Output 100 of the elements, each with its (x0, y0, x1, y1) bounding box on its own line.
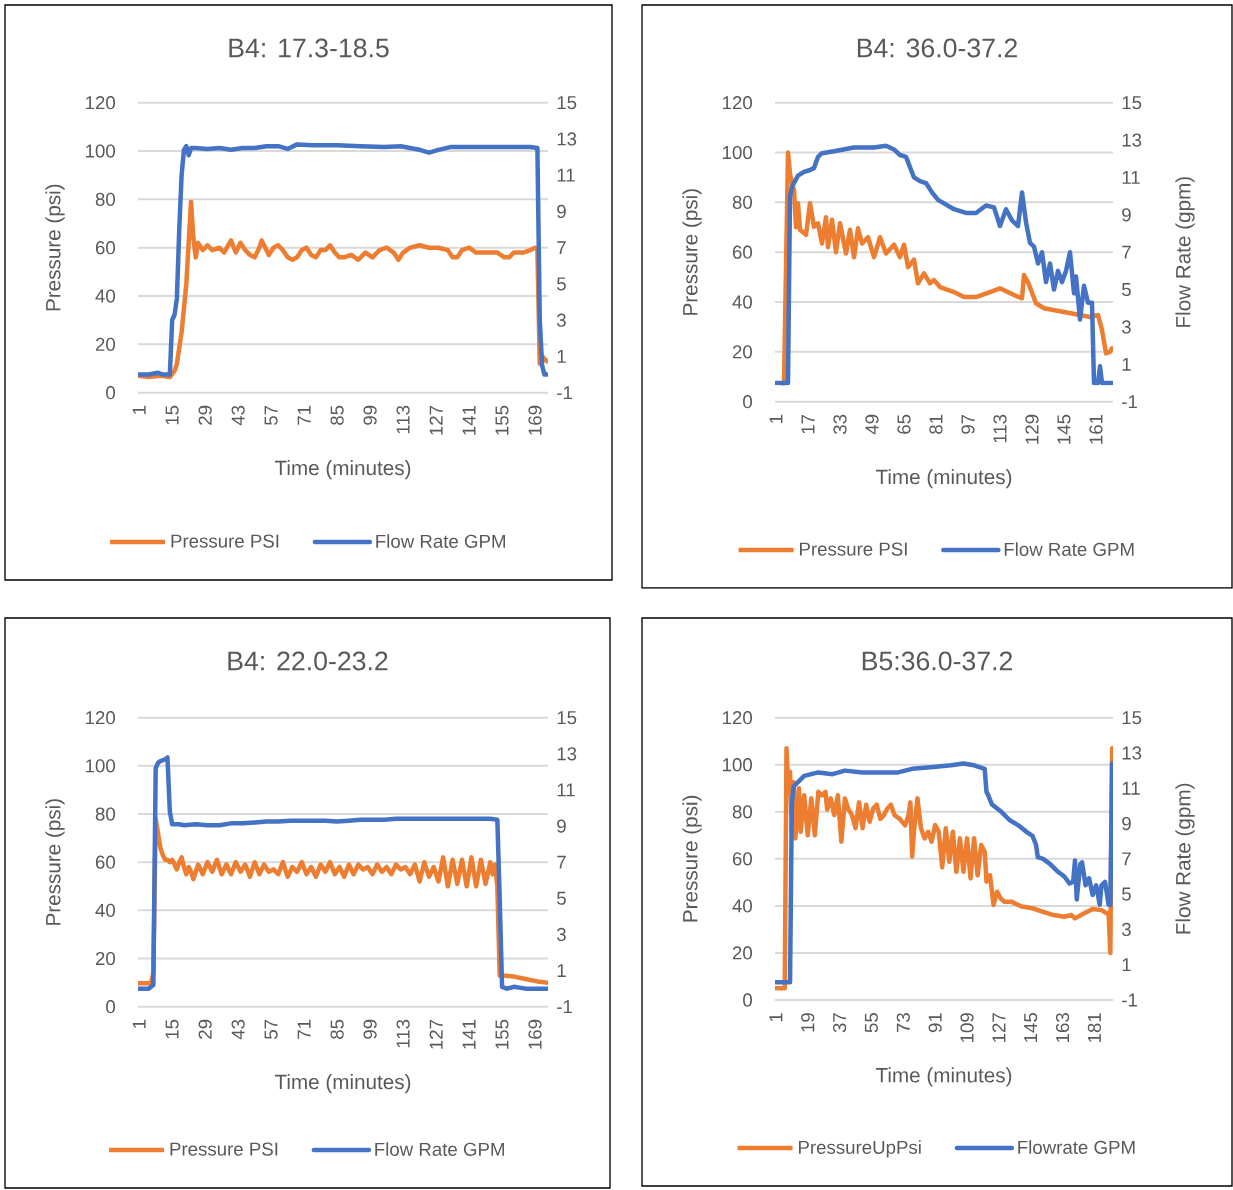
y-tick-label: 40 (732, 295, 753, 309)
y-tick-label: 80 (95, 192, 116, 206)
x-axis-title: Time (minutes) (875, 1067, 1012, 1087)
y2-axis-title: Flow Rate (gpm) (1175, 783, 1195, 934)
x-tick-label: 15 (165, 1019, 179, 1039)
y2-tick-label: 7 (1122, 245, 1131, 259)
x-tick-label: 71 (297, 1019, 311, 1039)
y2-tick-label: 9 (557, 819, 566, 833)
x-tick-label: 37 (832, 1013, 847, 1033)
y2-tick-label: 5 (557, 277, 566, 291)
x-tick-label: 129 (1025, 414, 1039, 444)
x-tick-label: 181 (1087, 1013, 1102, 1042)
y-tick-label: 120 (86, 96, 116, 110)
legend-label: Pressure PSI (800, 542, 907, 556)
y2-tick-label: 1 (557, 964, 566, 977)
y-tick-label: 0 (106, 386, 116, 400)
y-tick-label: 20 (95, 337, 116, 351)
y-tick-label: 0 (106, 1000, 116, 1014)
x-tick-label: 113 (993, 414, 1007, 443)
y-tick-label: 40 (732, 899, 753, 913)
y2-tick-label: 1 (1122, 357, 1131, 371)
x-axis-title: Time (minutes) (875, 469, 1012, 489)
y-axis-title: Pressure (psi) (45, 799, 65, 925)
x-tick-label: 33 (833, 414, 847, 435)
x-tick-label: 43 (231, 1019, 245, 1040)
x-tick-label: 113 (396, 405, 410, 434)
x-tick-label: 57 (264, 1019, 278, 1039)
x-tick-label: 81 (929, 414, 943, 434)
y2-tick-label: 5 (1122, 283, 1131, 297)
x-tick-label: 99 (363, 405, 377, 425)
y-tick-label: 100 (723, 758, 753, 772)
y2-tick-label: 15 (557, 711, 577, 725)
y2-tick-label: 9 (1122, 208, 1131, 222)
y-tick-label: 20 (95, 951, 116, 966)
y-tick-label: 100 (723, 145, 753, 160)
y-tick-label: 120 (86, 711, 116, 725)
x-tick-label: 113 (396, 1019, 410, 1048)
x-tick-label: 17 (801, 414, 815, 434)
x-tick-label: 109 (960, 1013, 974, 1042)
x-tick-label: 169 (528, 405, 542, 435)
y2-tick-label: -1 (1122, 993, 1137, 1007)
y2-tick-label: -1 (1122, 395, 1137, 409)
y2-tick-label: 13 (557, 132, 577, 146)
x-tick-label: 145 (1057, 414, 1071, 444)
legend-label: PressureUpPsi (798, 1140, 921, 1158)
y-tick-label: 0 (743, 993, 753, 1007)
legend-label: Flowrate GPM (1018, 1140, 1135, 1154)
y2-tick-label: 11 (1122, 171, 1140, 184)
legend-label: Flow Rate GPM (376, 534, 505, 548)
y2-tick-label: 1 (557, 350, 566, 363)
y2-tick-label: 3 (556, 313, 566, 327)
chart-title: B5:36.0-37.2 (862, 651, 1012, 671)
y2-tick-label: 7 (1122, 852, 1131, 866)
x-tick-label: 161 (1089, 414, 1103, 444)
y2-tick-label: 5 (557, 891, 566, 905)
x-tick-label: 1 (132, 405, 146, 414)
y-tick-label: 20 (732, 946, 753, 960)
x-tick-label: 99 (363, 1019, 377, 1039)
y2-tick-label: 11 (557, 783, 575, 797)
x-tick-label: 49 (865, 414, 879, 435)
y-tick-label: 80 (732, 195, 753, 209)
x-axis-title: Time (minutes) (274, 460, 411, 480)
y2-tick-label: 11 (557, 168, 575, 182)
y-tick-label: 80 (732, 805, 753, 819)
y-tick-label: 120 (723, 96, 753, 110)
y2-tick-label: 11 (1122, 781, 1140, 795)
y2-tick-label: 9 (1122, 816, 1131, 831)
x-tick-label: 57 (264, 405, 278, 425)
x-tick-label: 141 (462, 405, 476, 435)
y2-tick-label: 13 (1122, 133, 1142, 147)
x-tick-label: 155 (495, 1019, 509, 1049)
chart-title: B4: 17.3-18.5 (229, 38, 389, 58)
y2-tick-label: 15 (1122, 96, 1142, 110)
y2-tick-label: 5 (1122, 887, 1131, 901)
x-tick-label: 65 (897, 414, 911, 434)
chart-title: B4: 22.0-23.2 (228, 651, 388, 671)
x-tick-label: 71 (297, 405, 311, 425)
x-tick-label: 73 (896, 1013, 910, 1033)
legend-label: Pressure PSI (170, 1142, 278, 1156)
x-tick-label: 1 (132, 1019, 146, 1028)
y-tick-label: 0 (743, 395, 753, 409)
y2-tick-label: 1 (1122, 958, 1131, 972)
x-tick-label: 141 (462, 1019, 476, 1049)
y2-tick-label: -1 (557, 1000, 572, 1014)
y-tick-label: 20 (732, 345, 753, 359)
y2-tick-label: 13 (1122, 746, 1142, 760)
y2-tick-label: 13 (557, 747, 577, 761)
y2-tick-label: 7 (557, 241, 566, 255)
x-tick-label: 163 (1055, 1013, 1070, 1042)
x-tick-label: 43 (231, 405, 245, 426)
y2-tick-label: 3 (556, 927, 566, 942)
x-tick-label: 127 (429, 1019, 443, 1049)
x-tick-label: 29 (198, 1019, 212, 1039)
y-tick-label: 60 (95, 241, 116, 255)
x-tick-label: 1 (769, 414, 783, 423)
chart-title: B4: 36.0-37.2 (857, 38, 1017, 58)
y2-tick-label: 3 (1121, 320, 1131, 334)
x-tick-label: 145 (1024, 1013, 1038, 1042)
y2-tick-label: 3 (1121, 922, 1131, 937)
y2-tick-label: 7 (557, 855, 566, 869)
